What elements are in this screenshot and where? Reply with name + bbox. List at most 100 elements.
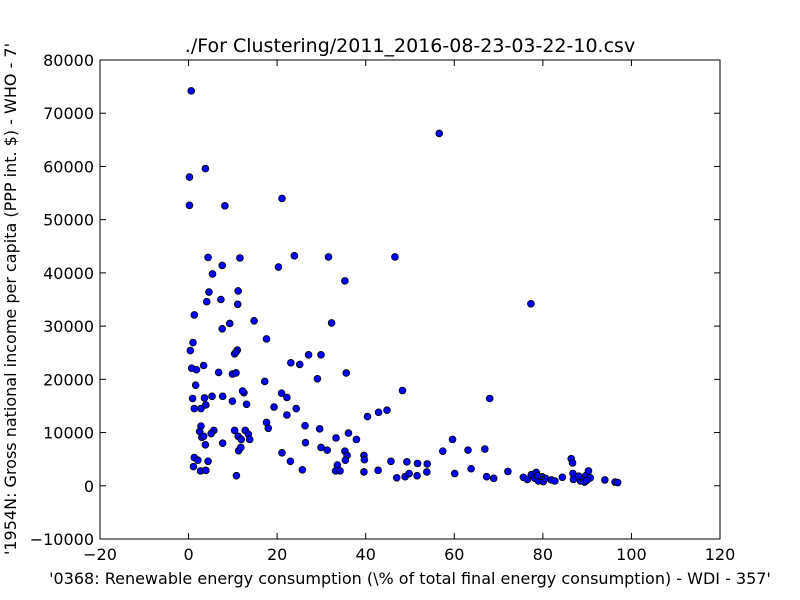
data-point	[187, 87, 196, 95]
data-point	[448, 435, 457, 444]
data-point	[199, 361, 208, 370]
data-point	[392, 473, 401, 482]
data-point	[574, 472, 583, 481]
data-point	[301, 421, 309, 430]
data-point	[185, 173, 194, 181]
data-point	[387, 457, 395, 466]
data-point	[344, 429, 353, 437]
x-tick-label: 100	[616, 545, 647, 564]
data-point	[584, 467, 593, 475]
data-point	[527, 299, 535, 308]
data-point	[232, 369, 240, 377]
data-point	[234, 287, 242, 295]
data-point	[341, 456, 350, 465]
data-point	[217, 295, 225, 304]
data-point	[287, 359, 295, 367]
data-point	[283, 393, 291, 402]
data-point	[374, 466, 382, 475]
y-tick-label: 70000	[43, 104, 94, 123]
y-tick-label: 10000	[43, 424, 94, 443]
y-tick-label: 60000	[43, 157, 94, 176]
data-point	[327, 319, 336, 327]
data-point	[199, 432, 208, 441]
data-point	[324, 253, 333, 261]
data-point	[202, 297, 211, 306]
data-point	[208, 270, 217, 278]
y-tick-label: 80000	[43, 51, 94, 70]
plot-frame	[99, 59, 721, 540]
data-point	[450, 469, 459, 478]
x-axis-title: '0368: Renewable energy consumption (\% …	[49, 569, 771, 588]
y-tick-label: 30000	[43, 317, 94, 336]
data-point	[221, 202, 229, 210]
data-point	[290, 252, 299, 260]
data-point	[204, 457, 212, 466]
data-point	[317, 351, 325, 359]
data-point	[301, 438, 310, 447]
data-point	[438, 447, 447, 455]
data-point	[214, 368, 223, 377]
data-point	[352, 435, 361, 444]
data-point	[201, 440, 210, 449]
data-point	[403, 458, 411, 466]
x-tick-label: 0	[183, 545, 193, 564]
x-tick-label: 40	[356, 545, 376, 564]
data-point	[278, 194, 286, 203]
data-point	[467, 464, 475, 473]
data-point	[190, 404, 199, 413]
data-point	[189, 338, 197, 347]
data-point	[481, 445, 489, 453]
x-axis-ticks: −20 0 20 40 60 80 100 120	[83, 60, 735, 564]
data-point	[262, 335, 271, 343]
x-tick-label: 80	[533, 545, 553, 564]
data-point	[374, 408, 383, 417]
data-point	[482, 472, 491, 481]
data-point	[218, 261, 227, 270]
data-point	[245, 435, 254, 444]
data-point	[523, 475, 532, 484]
data-point	[250, 316, 258, 325]
data-point	[225, 319, 234, 328]
data-point	[228, 397, 237, 405]
data-point	[323, 446, 331, 454]
data-point	[558, 473, 567, 482]
data-point	[313, 374, 322, 383]
data-point	[413, 459, 422, 468]
data-point	[186, 346, 195, 355]
data-point	[274, 263, 283, 271]
data-point	[190, 311, 199, 319]
data-point	[292, 404, 300, 413]
data-point	[188, 394, 197, 403]
data-point	[185, 201, 194, 210]
y-tick-label: 0	[84, 477, 94, 496]
data-point	[464, 446, 472, 454]
plot-background	[100, 60, 720, 539]
data-point	[360, 468, 368, 476]
x-tick-label: 120	[705, 545, 736, 564]
data-point	[202, 466, 210, 475]
data-point	[278, 448, 286, 457]
data-point	[485, 394, 494, 403]
data-point	[613, 478, 622, 487]
data-point	[286, 457, 295, 466]
data-point	[423, 468, 431, 476]
y-axis-ticks: −10000 0 10000 20000 30000 40000 50000 60000 700…	[30, 51, 720, 549]
data-point	[283, 411, 291, 419]
x-tick-label: −20	[83, 545, 117, 564]
data-points	[185, 87, 622, 487]
data-point	[192, 365, 201, 374]
data-point	[332, 434, 340, 442]
data-point	[238, 387, 247, 395]
data-point	[205, 288, 213, 296]
y-tick-label: 50000	[43, 211, 94, 230]
data-point	[295, 360, 304, 369]
data-point	[360, 455, 369, 464]
data-point	[391, 253, 399, 261]
data-point	[264, 424, 273, 433]
x-tick-label: 20	[267, 545, 287, 564]
data-point	[202, 401, 210, 409]
data-point	[200, 394, 209, 402]
y-tick-label: 40000	[43, 264, 94, 283]
y-axis-title: '1954N: Gross national income per capita…	[1, 43, 20, 555]
